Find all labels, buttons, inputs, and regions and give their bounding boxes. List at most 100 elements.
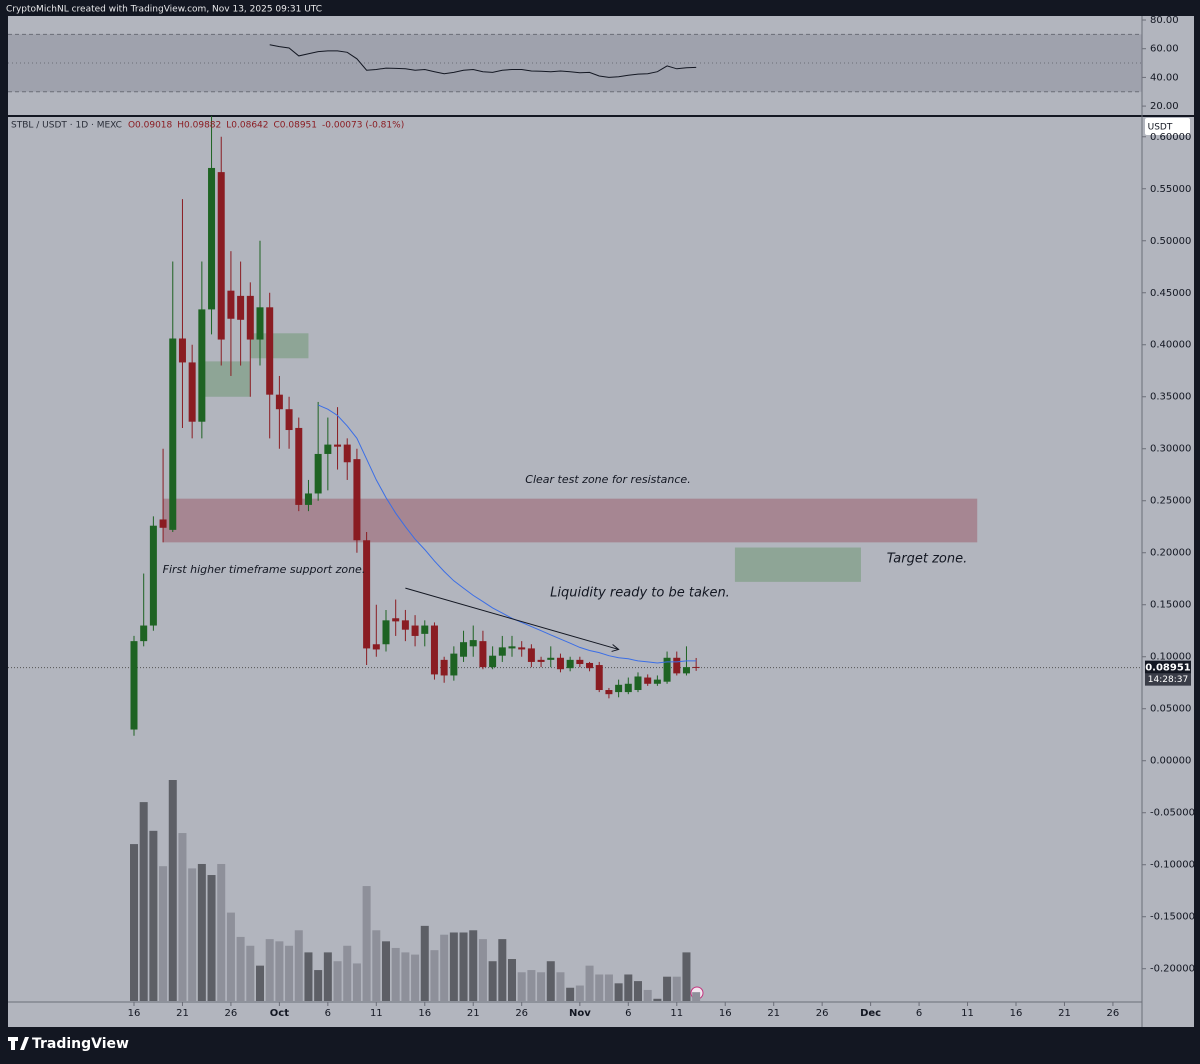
candle-body [653,679,661,684]
volume-bar [197,863,206,1001]
y-tick-label: -0.15000 [1150,912,1195,923]
x-tick-label: 6 [916,1008,922,1019]
candle-body [217,172,225,340]
volume-bar [614,983,623,1001]
volume-bar [304,952,313,1001]
volume-bar [624,974,633,1001]
volume-bar [430,950,439,1001]
x-tick-label: 6 [325,1008,331,1019]
volume-bar [595,974,604,1001]
x-tick-label: 6 [625,1008,631,1019]
candle-body [411,625,419,636]
volume-bar [692,992,701,1001]
candle-body [256,307,264,340]
credit: CryptoMichNL created with TradingView.co… [6,5,322,15]
y-tick-label: 0.05000 [1150,704,1191,715]
candle-body [615,684,623,693]
annotation: First higher timeframe support zone. [163,563,366,576]
x-tick-label: 16 [418,1008,431,1019]
candle-body [363,540,371,649]
candle-body [595,665,603,691]
rsi-line [269,44,697,78]
candle-body [159,519,167,528]
rsi-pane [8,16,1194,115]
volume-bar [508,959,516,1001]
volume-bar [634,981,642,1001]
candle-body [576,659,584,665]
x-tick-label: 21 [767,1008,780,1019]
volume-bar [333,961,342,1001]
volume-bar [314,970,323,1001]
candle-body [295,427,303,505]
volume-bar [663,976,672,1001]
candle-body [421,625,429,634]
x-tick-label: 11 [370,1008,383,1019]
volume-bar [653,998,662,1001]
candle-body [334,444,342,447]
candle-body [644,677,652,684]
x-tick-label: 21 [467,1008,480,1019]
volume-bar [226,912,235,1001]
volume-bar [391,947,400,1001]
candle-body [198,309,206,422]
zone [734,547,861,582]
arrow-head [611,644,620,652]
candle-body [382,620,390,645]
volume-bar [207,875,216,1001]
y-tick-label: -0.05000 [1150,808,1195,819]
volume-bar [159,866,168,1001]
volume-bar [323,952,332,1001]
volume-bar [575,985,584,1001]
volume-bar [188,868,197,1001]
rsi-tick-label: 60.00 [1150,44,1179,55]
candle-body [208,167,216,310]
volume-bar [449,932,458,1001]
trendline [405,587,619,650]
candle-body [246,295,254,340]
ema-line [318,404,697,664]
candle-body [566,659,574,669]
candle-body [169,338,177,530]
y-tick-label: 0.50000 [1150,236,1191,247]
rsi-band [8,34,1142,92]
x-tick-label: 21 [176,1008,189,1019]
candle-body [353,459,361,541]
volume-bar [352,963,361,1001]
x-tick-label: 26 [1107,1008,1120,1019]
candle-body [663,657,671,682]
candle-body [266,307,274,395]
zone [163,498,978,543]
volume-bar [236,936,245,1001]
price-tag-label: 0.08951 [1145,663,1191,674]
candle-body [275,394,283,410]
volume-bar [517,972,526,1001]
volume-bar [401,952,410,1001]
volume-bar [527,970,536,1001]
annotation: Target zone. [887,552,968,567]
x-tick-label: Nov [569,1008,591,1019]
legend-value: -0.00073 (-0.81%) [322,121,404,131]
volume-bar [275,941,284,1001]
candle-body [624,683,632,693]
candle-body [401,620,409,630]
volume-bar [246,945,255,1001]
y-tick-label: 0.30000 [1150,444,1191,455]
volume-bar [217,863,226,1001]
candle-body [285,409,293,431]
volume-bar [362,886,371,1001]
candle-body [149,525,157,626]
currency: USDT [1148,123,1173,133]
volume-bar [566,987,575,1001]
volume-bar [294,930,303,1001]
x-tick-label: 26 [225,1008,238,1019]
volume-bar [682,952,691,1001]
y-tick-label: -0.20000 [1150,964,1195,975]
countdown: 14:28:37 [1148,675,1188,685]
volume-bar [382,941,390,1001]
candle-body [605,690,613,695]
zone [201,361,251,397]
candle-body [479,641,487,668]
candle-body [634,676,642,691]
